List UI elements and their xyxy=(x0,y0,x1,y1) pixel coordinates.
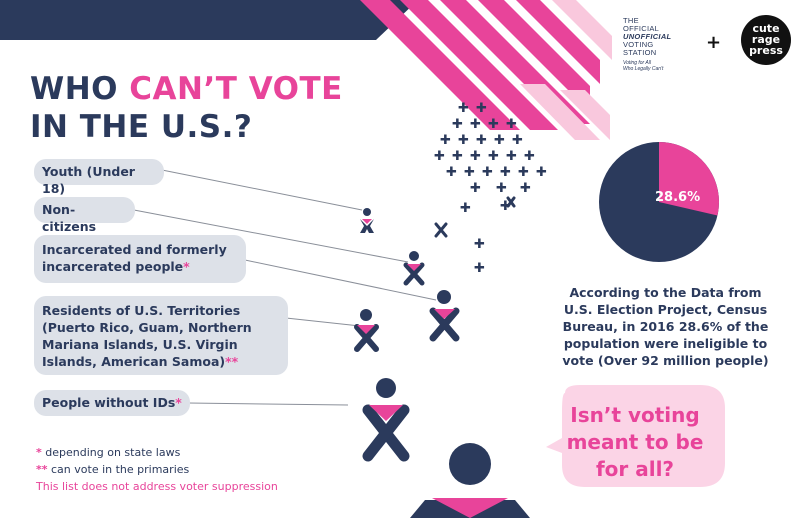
partner-line1: cute xyxy=(752,22,780,35)
flag-stripes xyxy=(360,0,612,140)
svg-text:✚: ✚ xyxy=(440,133,451,148)
person-figure-noncitizen xyxy=(403,251,425,286)
person-figure-incarcerated xyxy=(429,290,460,342)
svg-text:✚: ✚ xyxy=(474,261,485,276)
person-figure-bottom xyxy=(410,443,530,518)
svg-text:✚: ✚ xyxy=(488,117,499,132)
svg-text:✚: ✚ xyxy=(500,199,511,214)
svg-text:✚: ✚ xyxy=(536,165,547,180)
svg-text:✚: ✚ xyxy=(470,181,481,196)
svg-text:✚: ✚ xyxy=(494,133,505,148)
title-part1: WHO xyxy=(30,71,130,107)
group-territories: Residents of U.S. Territories (Puerto Ri… xyxy=(34,296,288,375)
group-incarcerated: Incarcerated and formerly incarcerated p… xyxy=(34,235,246,283)
pie-ineligible-slice xyxy=(659,142,719,216)
connector-no-id xyxy=(187,402,349,406)
svg-text:✚: ✚ xyxy=(512,133,523,148)
pie-percent-label: 28.6% xyxy=(655,190,701,205)
x-marks xyxy=(434,196,516,238)
svg-text:✚: ✚ xyxy=(488,149,499,164)
person-figure-no-id xyxy=(362,378,410,462)
bubble-text: Isn’t voting meant to be for all? xyxy=(566,403,704,481)
group-no-id: People without IDs* xyxy=(34,390,190,416)
title-line2: IN THE U.S.? xyxy=(30,109,253,145)
svg-text:✚: ✚ xyxy=(464,165,475,180)
svg-text:✚: ✚ xyxy=(458,101,469,116)
svg-text:✚: ✚ xyxy=(460,201,471,216)
ineligible-pie-chart xyxy=(599,142,719,262)
note-primaries: ** can vote in the primaries xyxy=(36,463,190,476)
navy-top-band xyxy=(0,0,418,40)
logo-line4: Voting xyxy=(623,40,654,49)
cute-rage-press-logo: cute rage press xyxy=(741,15,791,65)
logo-plus: + xyxy=(706,32,722,53)
note-state-laws: * depending on state laws xyxy=(36,446,181,459)
page-title: WHO CAN’T VOTE IN THE U.S.? xyxy=(30,70,343,146)
logo-tagline2: Who Legally Can't xyxy=(623,66,664,72)
svg-text:✚: ✚ xyxy=(446,165,457,180)
speech-bubble xyxy=(546,385,725,487)
logo-line3: Unofficial xyxy=(623,32,672,41)
group-incarcerated-label: Incarcerated and formerly incarcerated p… xyxy=(42,242,227,274)
svg-text:✚: ✚ xyxy=(434,149,445,164)
svg-text:✚: ✚ xyxy=(476,101,487,116)
group-youth: Youth (Under 18) xyxy=(34,159,164,196)
connector-incarcerated xyxy=(244,259,437,301)
svg-text:✚: ✚ xyxy=(524,149,535,164)
svg-text:✚: ✚ xyxy=(470,149,481,164)
logo-line2: Official xyxy=(623,24,660,33)
svg-text:✚: ✚ xyxy=(476,133,487,148)
group-no-id-label: People without IDs xyxy=(42,395,176,410)
connector-noncitizens xyxy=(133,209,409,263)
partner-line2: rage xyxy=(751,33,781,46)
svg-text:✚: ✚ xyxy=(470,117,481,132)
logo-tagline1: Voting for All xyxy=(623,60,651,66)
partner-line3: press xyxy=(749,44,783,57)
svg-text:✚: ✚ xyxy=(520,181,531,196)
person-figure-youth xyxy=(360,208,374,233)
person-figure-territories xyxy=(354,309,379,352)
svg-text:✚: ✚ xyxy=(452,149,463,164)
svg-text:✚: ✚ xyxy=(474,237,485,252)
logo-line5: Station xyxy=(623,48,657,57)
svg-text:✚: ✚ xyxy=(506,117,517,132)
svg-text:✚: ✚ xyxy=(458,133,469,148)
svg-text:✚: ✚ xyxy=(518,165,529,180)
group-noncitizens: Non-citizens xyxy=(34,197,135,234)
svg-text:✚: ✚ xyxy=(482,165,493,180)
official-voting-station-logo: The Official Unofficial Voting Station V… xyxy=(623,16,703,73)
connector-youth xyxy=(161,169,363,211)
svg-text:✚: ✚ xyxy=(500,165,511,180)
star-field: ✚ ✚ ✚ ✚ ✚ ✚ ✚ ✚ ✚ ✚ ✚ ✚ ✚ ✚ ✚ ✚ ✚ ✚ ✚ ✚ ✚ ✚ ✚ ✚ ✚ ✚ ✚ ✚ ✚ ✚ xyxy=(434,101,547,276)
logo-line1: The xyxy=(623,16,639,25)
connector-territories xyxy=(285,317,361,327)
title-highlight: CAN’T VOTE xyxy=(129,71,343,107)
svg-text:✚: ✚ xyxy=(452,117,463,132)
group-noncitizens-label: Non-citizens xyxy=(42,202,97,234)
note-voter-suppression: This list does not address voter suppres… xyxy=(36,480,278,493)
svg-text:✚: ✚ xyxy=(496,181,507,196)
group-territories-label: Residents of U.S. Territories (Puerto Ri… xyxy=(42,303,252,369)
svg-text:✚: ✚ xyxy=(506,149,517,164)
group-youth-label: Youth (Under 18) xyxy=(42,164,135,196)
stat-description: According to the Data from U.S. Election… xyxy=(562,285,769,368)
